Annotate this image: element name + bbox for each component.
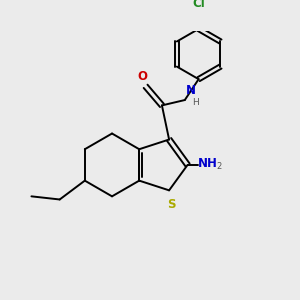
Text: H: H <box>192 98 199 107</box>
Text: Cl: Cl <box>192 0 205 10</box>
Text: 2: 2 <box>216 162 221 171</box>
Text: N: N <box>186 84 196 97</box>
Text: O: O <box>137 70 147 83</box>
Text: NH: NH <box>197 157 217 169</box>
Text: S: S <box>167 198 175 212</box>
